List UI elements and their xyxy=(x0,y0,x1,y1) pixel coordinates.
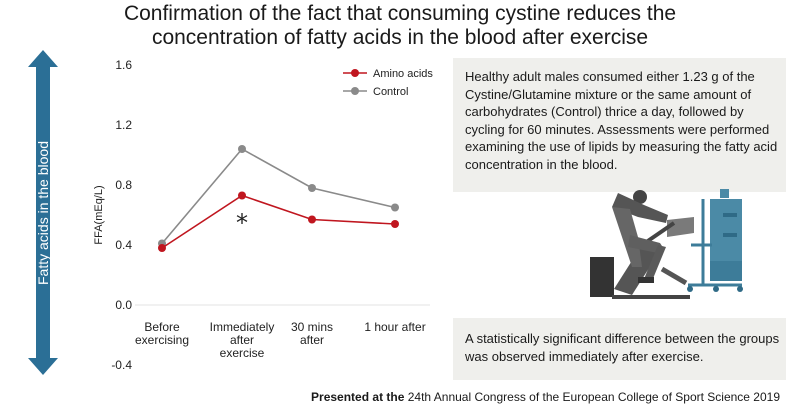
legend-label: Control xyxy=(373,86,408,98)
data-point xyxy=(238,145,246,153)
y-axis-label: FFA(mEq/L) xyxy=(93,185,105,244)
y-tick-label: 1.2 xyxy=(115,118,132,132)
data-point xyxy=(308,215,316,224)
legend-label: Amino acids xyxy=(373,68,433,80)
y-tick-label: 1.6 xyxy=(115,58,132,72)
y-tick-label: -0.4 xyxy=(111,358,132,372)
x-tick-label: 30 mins after xyxy=(291,320,333,347)
method-description: Healthy adult males consumed either 1.23… xyxy=(453,58,786,192)
footer-citation: Presented at the 24th Annual Congress of… xyxy=(311,390,780,404)
series-line xyxy=(161,194,396,249)
significance-annotation: * xyxy=(236,209,248,237)
title-line-1: Confirmation of the fact that consuming … xyxy=(123,2,677,25)
double-arrow-icon xyxy=(28,50,58,375)
x-tick-label: Immediately after exercise xyxy=(210,320,275,360)
y-tick-label: 0.0 xyxy=(115,298,132,312)
result-description: A statistically significant difference b… xyxy=(453,318,786,380)
data-point xyxy=(158,244,166,252)
cyclist-illustration xyxy=(590,189,743,299)
data-point xyxy=(391,203,399,212)
line-chart: 1.6 1.2 0.8 0.4 0.0 -0.4 FFA(mEq/L) Before exerc… xyxy=(93,58,433,372)
x-tick-label: Before exercising xyxy=(135,320,189,347)
x-tick-label: 1 hour after xyxy=(364,320,425,334)
chart-title: Confirmation of the fact that consuming … xyxy=(0,2,800,50)
data-point xyxy=(391,220,399,228)
data-point xyxy=(238,191,246,200)
y-tick-label: 0.8 xyxy=(115,178,132,192)
legend-marker xyxy=(351,69,359,77)
legend-marker xyxy=(351,87,359,95)
data-point xyxy=(308,184,316,192)
y-tick-label: 0.4 xyxy=(115,238,132,252)
series-line xyxy=(161,147,396,245)
title-line-2: concentration of fatty acids in the bloo… xyxy=(151,26,649,49)
footer-prefix: Presented at the xyxy=(311,390,405,404)
footer-conference: 24th Annual Congress of the European Col… xyxy=(404,390,780,404)
